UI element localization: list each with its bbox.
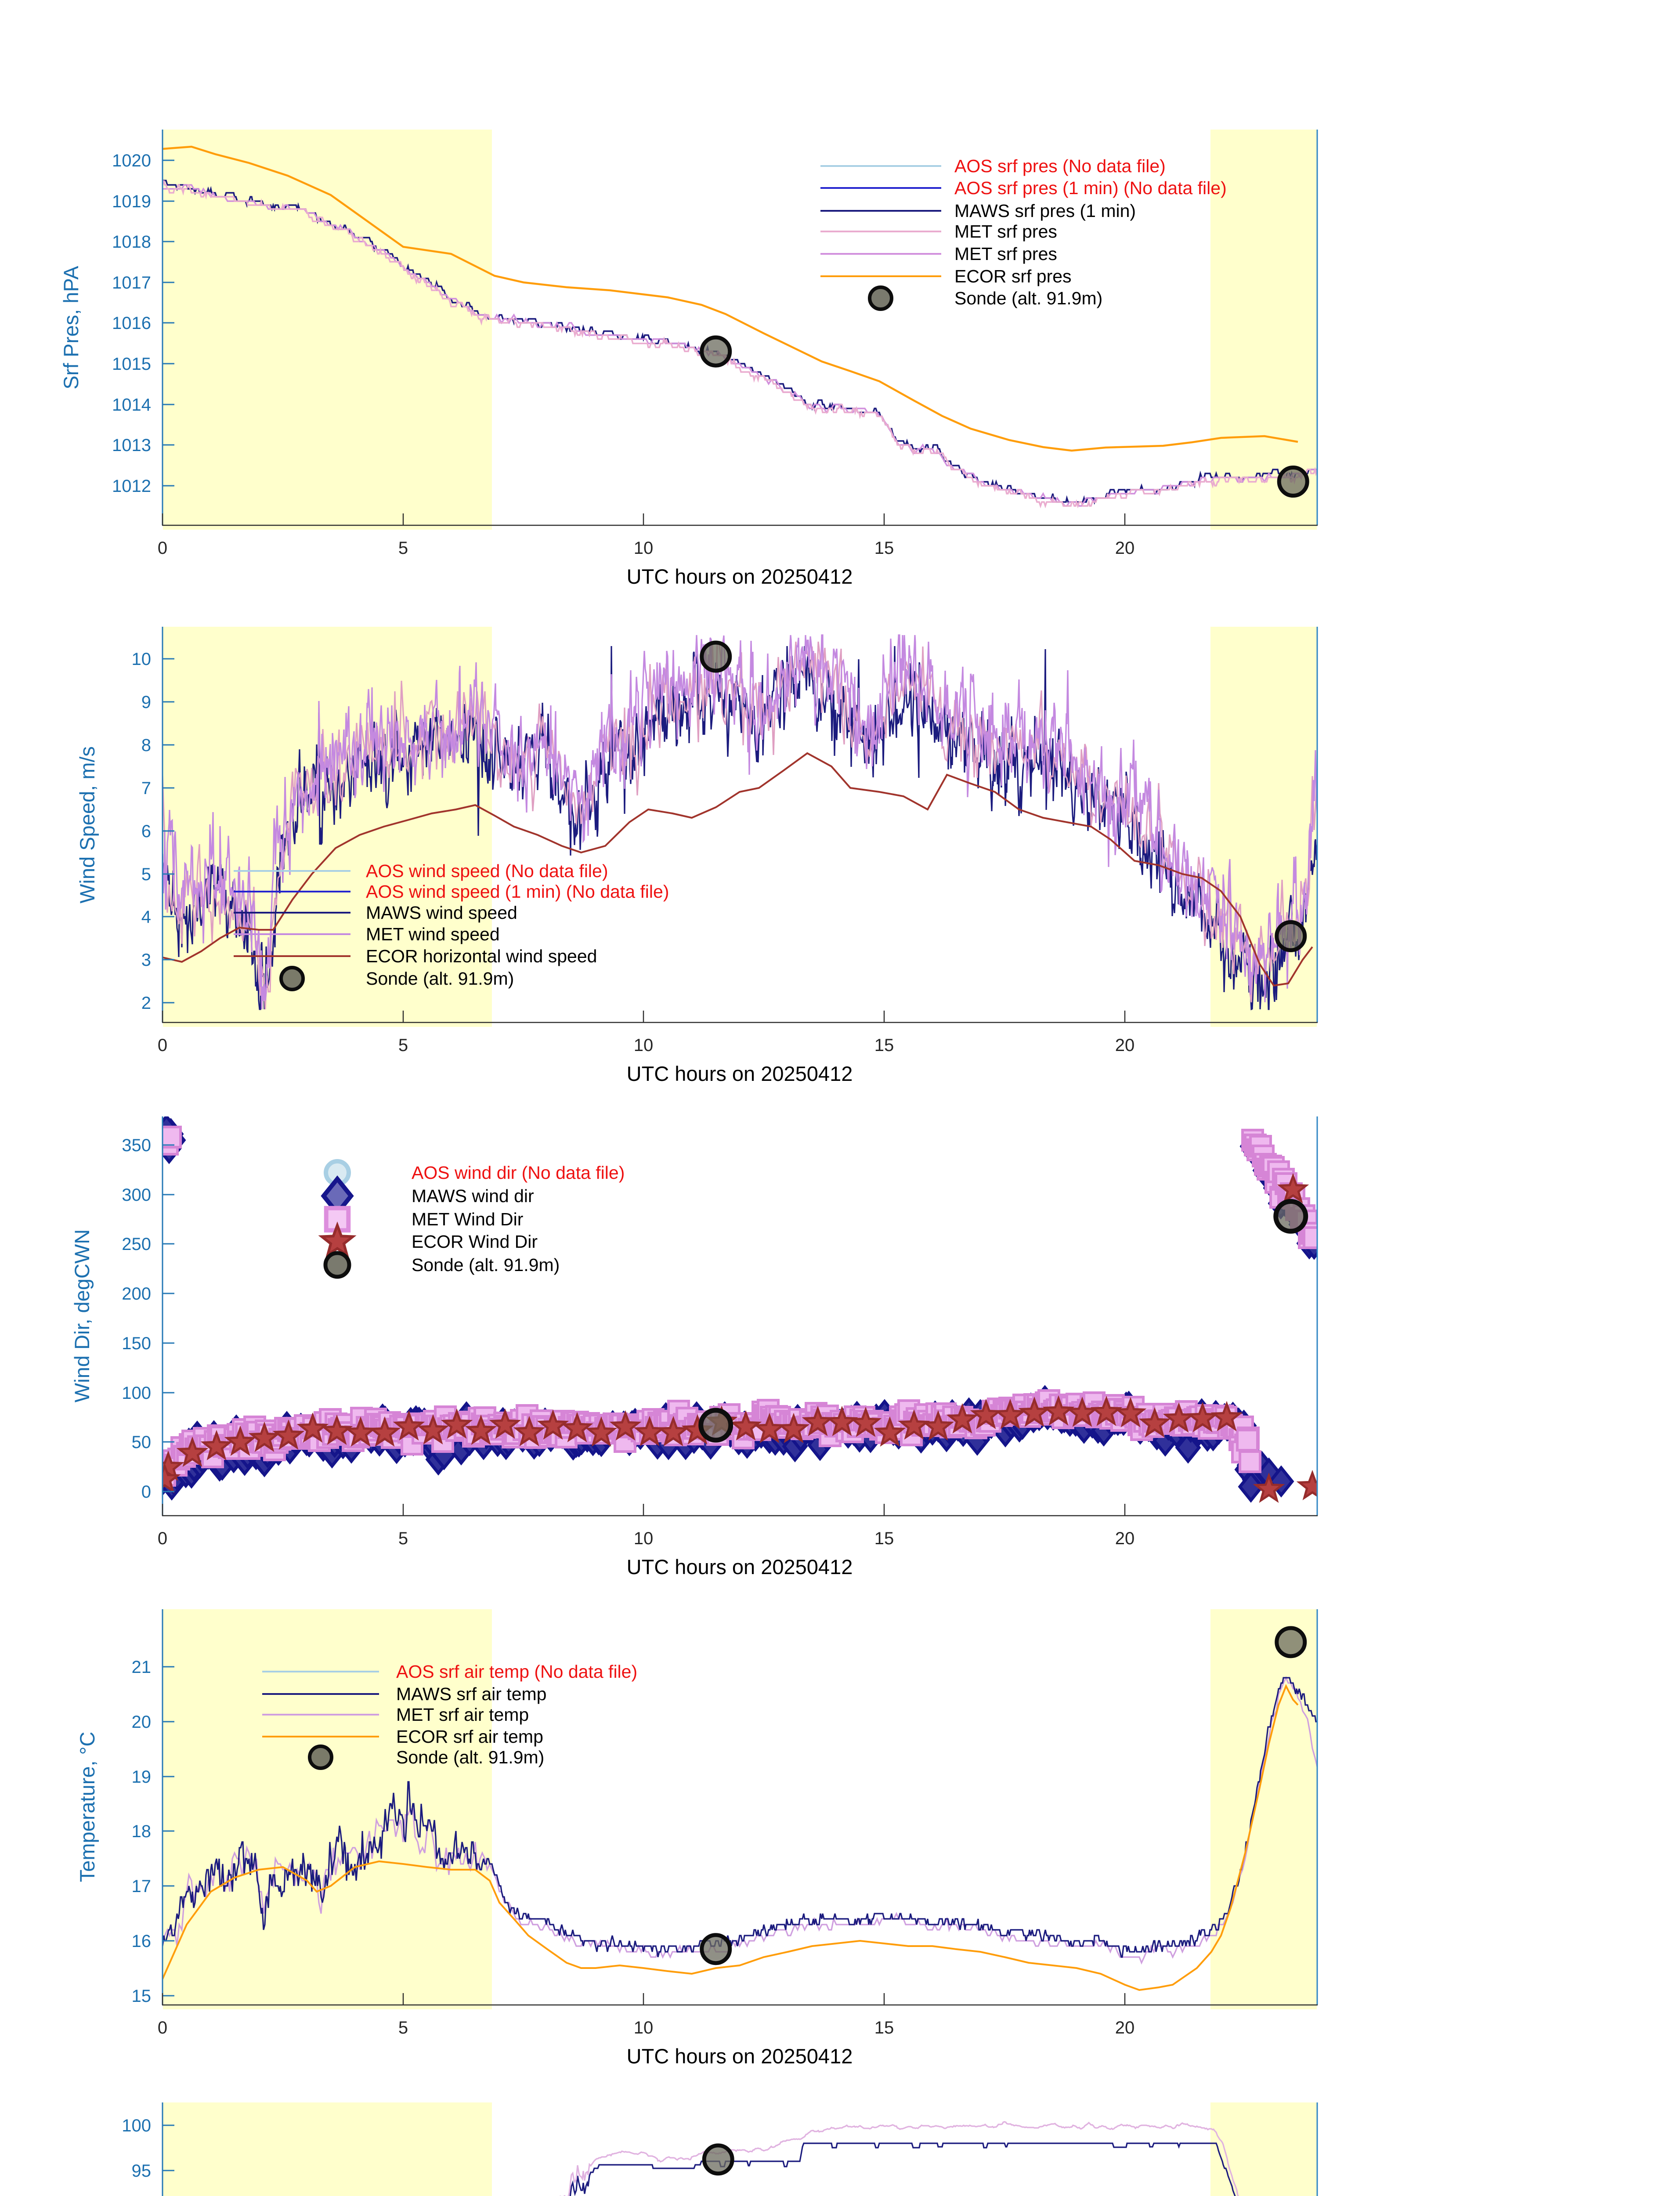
- svg-text:4: 4: [141, 907, 151, 927]
- svg-text:MET Wind Dir: MET Wind Dir: [412, 1209, 523, 1229]
- svg-text:20: 20: [1115, 1529, 1135, 1548]
- svg-text:1012: 1012: [112, 477, 151, 496]
- svg-text:ECOR srf air temp: ECOR srf air temp: [396, 1726, 543, 1747]
- svg-text:0: 0: [141, 1482, 151, 1502]
- svg-text:19: 19: [132, 1767, 152, 1787]
- svg-text:UTC hours on 20250412: UTC hours on 20250412: [627, 1555, 853, 1578]
- svg-text:Sonde (alt. 91.9m): Sonde (alt. 91.9m): [396, 1747, 544, 1767]
- svg-text:ECOR Wind Dir: ECOR Wind Dir: [412, 1232, 538, 1252]
- svg-text:MET srf pres: MET srf pres: [954, 244, 1057, 264]
- svg-text:2: 2: [141, 993, 151, 1013]
- svg-text:1014: 1014: [112, 395, 151, 415]
- svg-text:MAWS srf air temp: MAWS srf air temp: [396, 1684, 546, 1704]
- svg-text:15: 15: [874, 538, 894, 558]
- svg-text:MAWS wind speed: MAWS wind speed: [366, 903, 517, 923]
- svg-text:350: 350: [122, 1136, 151, 1155]
- svg-text:100: 100: [122, 2116, 151, 2135]
- svg-text:0: 0: [158, 1036, 167, 1055]
- svg-text:ECOR srf pres: ECOR srf pres: [954, 266, 1072, 286]
- svg-text:UTC hours on 20250412: UTC hours on 20250412: [627, 2044, 853, 2068]
- svg-text:Wind Dir, degCWN: Wind Dir, degCWN: [70, 1229, 94, 1402]
- svg-text:AOS wind speed (No data file): AOS wind speed (No data file): [366, 861, 608, 881]
- svg-text:95: 95: [132, 2161, 152, 2181]
- svg-text:9: 9: [141, 693, 151, 712]
- svg-text:MET srf air temp: MET srf air temp: [396, 1705, 529, 1725]
- svg-text:5: 5: [398, 2018, 408, 2037]
- svg-text:1016: 1016: [112, 314, 151, 333]
- svg-text:15: 15: [874, 2018, 894, 2037]
- svg-text:MAWS srf pres (1 min): MAWS srf pres (1 min): [954, 201, 1136, 221]
- svg-text:1018: 1018: [112, 232, 151, 252]
- svg-text:MAWS wind dir: MAWS wind dir: [412, 1186, 534, 1206]
- svg-text:AOS wind speed (1 min) (No dat: AOS wind speed (1 min) (No data file): [366, 881, 669, 902]
- svg-text:1017: 1017: [112, 273, 151, 293]
- svg-text:MET srf pres: MET srf pres: [954, 221, 1057, 242]
- svg-text:150: 150: [122, 1334, 151, 1353]
- svg-text:0: 0: [158, 1529, 167, 1548]
- svg-text:3: 3: [141, 950, 151, 970]
- svg-text:ECOR horizontal wind speed: ECOR horizontal wind speed: [366, 946, 597, 966]
- svg-text:100: 100: [122, 1383, 151, 1403]
- svg-text:21: 21: [132, 1658, 152, 1677]
- svg-text:250: 250: [122, 1235, 151, 1254]
- svg-text:1015: 1015: [112, 354, 151, 374]
- svg-text:5: 5: [398, 538, 408, 558]
- svg-text:AOS srf pres (1 min) (No data: AOS srf pres (1 min) (No data file): [954, 178, 1227, 198]
- svg-text:5: 5: [398, 1529, 408, 1548]
- svg-text:18: 18: [132, 1822, 152, 1841]
- svg-text:0: 0: [158, 2018, 167, 2037]
- svg-text:0: 0: [158, 538, 167, 558]
- svg-text:Temperature, °C: Temperature, °C: [76, 1732, 99, 1882]
- svg-text:50: 50: [132, 1433, 152, 1452]
- svg-text:Srf Pres, hPA: Srf Pres, hPA: [59, 266, 83, 390]
- svg-text:1020: 1020: [112, 151, 151, 170]
- svg-text:200: 200: [122, 1284, 151, 1304]
- svg-text:15: 15: [874, 1529, 894, 1548]
- svg-text:5: 5: [141, 865, 151, 884]
- svg-text:7: 7: [141, 779, 151, 798]
- svg-text:10: 10: [634, 1529, 654, 1548]
- svg-text:1019: 1019: [112, 192, 151, 211]
- svg-text:Wind Speed, m/s: Wind Speed, m/s: [76, 746, 99, 903]
- svg-text:UTC hours on 20250412: UTC hours on 20250412: [627, 565, 853, 588]
- svg-text:AOS srf pres (No data file): AOS srf pres (No data file): [954, 156, 1166, 176]
- svg-text:10: 10: [132, 650, 152, 669]
- svg-text:6: 6: [141, 822, 151, 841]
- svg-text:300: 300: [122, 1185, 151, 1205]
- svg-text:20: 20: [1115, 2018, 1135, 2037]
- svg-text:10: 10: [634, 538, 654, 558]
- svg-text:10: 10: [634, 1036, 654, 1055]
- svg-text:17: 17: [132, 1877, 152, 1896]
- svg-text:16: 16: [132, 1932, 152, 1951]
- svg-text:Sonde (alt. 91.9m): Sonde (alt. 91.9m): [366, 968, 514, 989]
- svg-text:20: 20: [1115, 1036, 1135, 1055]
- svg-text:Sonde (alt. 91.9m): Sonde (alt. 91.9m): [954, 288, 1102, 308]
- svg-text:MET wind speed: MET wind speed: [366, 924, 500, 944]
- svg-text:15: 15: [874, 1036, 894, 1055]
- svg-text:Sonde (alt. 91.9m): Sonde (alt. 91.9m): [412, 1255, 560, 1275]
- svg-text:20: 20: [132, 1712, 152, 1732]
- svg-text:1013: 1013: [112, 436, 151, 455]
- svg-text:AOS srf air temp (No data file: AOS srf air temp (No data file): [396, 1661, 637, 1682]
- svg-text:20: 20: [1115, 538, 1135, 558]
- svg-text:AOS wind dir (No data file): AOS wind dir (No data file): [412, 1163, 625, 1183]
- svg-text:8: 8: [141, 736, 151, 755]
- svg-text:UTC hours on 20250412: UTC hours on 20250412: [627, 1062, 853, 1085]
- svg-text:10: 10: [634, 2018, 654, 2037]
- svg-text:5: 5: [398, 1036, 408, 1055]
- svg-text:15: 15: [132, 1987, 152, 2006]
